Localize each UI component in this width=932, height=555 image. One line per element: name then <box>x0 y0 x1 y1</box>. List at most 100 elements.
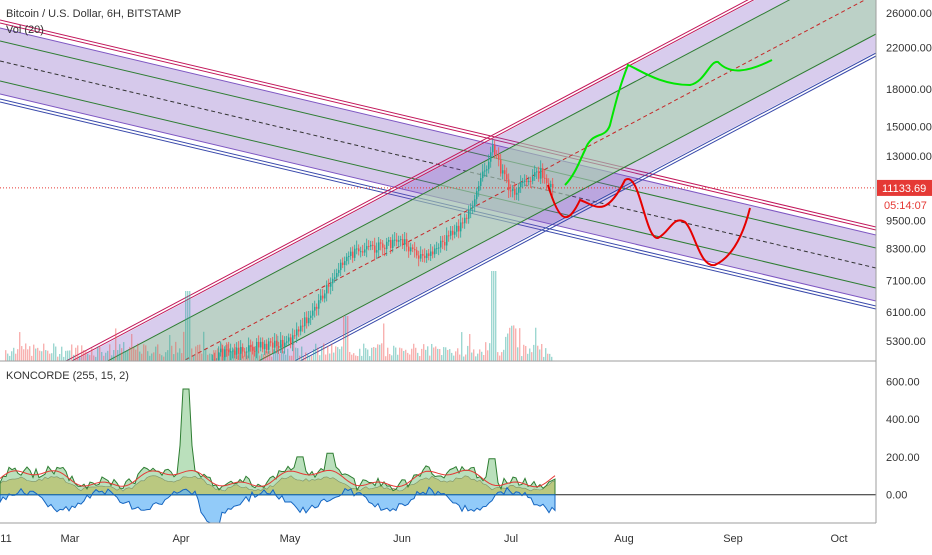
volume-bar <box>531 352 533 361</box>
price-candle <box>202 381 204 384</box>
volume-bar <box>447 349 449 361</box>
volume-bar <box>149 355 151 361</box>
price-candle <box>328 284 330 287</box>
volume-bar <box>309 355 311 361</box>
price-candle <box>366 245 368 250</box>
price-candle <box>390 240 392 248</box>
ascending-channel-edge <box>299 55 876 361</box>
volume-bar <box>371 347 373 361</box>
volume-bar <box>481 351 483 361</box>
volume-bar <box>541 344 543 361</box>
price-candle <box>284 342 286 347</box>
volume-bar <box>407 352 409 361</box>
chart-title[interactable]: Bitcoin / U.S. Dollar, 6H, BITSTAMP <box>6 8 182 20</box>
volume-bar <box>85 350 87 361</box>
volume-bar <box>107 350 109 361</box>
volume-bar <box>191 348 193 361</box>
descending-channel-edge <box>0 22 876 231</box>
volume-bar <box>519 328 521 361</box>
price-candle <box>446 235 448 246</box>
volume-bar <box>267 351 269 361</box>
volume-bar <box>205 349 207 361</box>
price-candle <box>452 230 454 235</box>
volume-bar <box>183 331 185 361</box>
volume-bar <box>265 350 267 361</box>
volume-bar <box>351 354 353 361</box>
volume-bar <box>181 353 183 361</box>
price-candle <box>278 346 280 348</box>
price-candle <box>290 337 292 345</box>
price-candle <box>226 349 228 351</box>
volume-bar <box>311 355 313 361</box>
ascending-channel-inner-bottom <box>257 33 876 361</box>
price-candle <box>492 145 494 153</box>
volume-bar <box>491 271 493 361</box>
price-candle <box>406 239 408 247</box>
price-candle <box>256 341 258 352</box>
price-candle <box>402 239 404 245</box>
volume-bar <box>527 353 529 361</box>
volume-bar <box>497 352 499 361</box>
volume-bar <box>161 355 163 361</box>
price-candle <box>450 230 452 236</box>
volume-bar <box>353 353 355 361</box>
volume-bar <box>197 344 199 361</box>
volume-bar <box>319 355 321 361</box>
price-candle <box>330 283 332 287</box>
price-candle <box>346 256 348 262</box>
volume-bar <box>411 348 413 361</box>
ascending-channel-midline <box>182 0 866 361</box>
volume-bar <box>479 349 481 361</box>
volume-bar <box>477 353 479 361</box>
price-axis-tick-label: 22000.00 <box>886 42 932 54</box>
indicator-plot-area[interactable] <box>0 388 876 527</box>
price-axis-tick-label: 13000.00 <box>886 151 932 163</box>
volume-bar <box>19 332 21 361</box>
volume-bar <box>5 350 7 361</box>
volume-bar <box>123 342 125 361</box>
volume-bar <box>249 345 251 361</box>
price-candle <box>240 346 242 354</box>
ascending-channel-edge <box>293 52 876 361</box>
price-candle <box>552 183 554 189</box>
volume-bar <box>421 348 423 361</box>
price-candle <box>404 239 406 245</box>
price-candle <box>308 317 310 324</box>
price-candle <box>234 350 236 355</box>
volume-bar <box>405 349 407 361</box>
price-candle <box>204 379 206 380</box>
price-candle <box>418 255 420 259</box>
current-price-tag <box>877 179 932 196</box>
koncorde-indicator-label[interactable]: KONCORDE (255, 15, 2) <box>6 370 129 382</box>
volume-bar <box>361 355 363 361</box>
price-candle <box>250 345 252 347</box>
volume-bar <box>485 342 487 361</box>
volume-bar <box>33 344 35 361</box>
time-axis-tick-label: Mar <box>61 533 80 545</box>
price-candle <box>540 168 542 179</box>
price-candle <box>306 317 308 324</box>
price-candle <box>258 341 260 348</box>
volume-bar <box>419 356 421 361</box>
price-candle <box>426 253 428 259</box>
volume-bar <box>305 352 307 361</box>
volume-bar <box>357 356 359 361</box>
price-candle <box>410 247 412 252</box>
volume-bar <box>333 352 335 361</box>
main-plot-area[interactable] <box>0 0 876 520</box>
koncorde-axis-tick-label: 200.00 <box>886 452 920 464</box>
price-candle <box>352 251 354 258</box>
price-candle <box>448 235 450 237</box>
volume-bar <box>509 327 511 361</box>
volume-bar <box>165 352 167 361</box>
price-candle <box>496 154 498 156</box>
volume-bar <box>57 356 59 361</box>
volume-bar <box>521 356 523 361</box>
volume-indicator-label[interactable]: Vol (20) <box>6 24 44 36</box>
price-candle <box>210 370 212 371</box>
price-candle <box>302 325 304 327</box>
price-candle <box>312 310 314 316</box>
price-candle <box>546 178 548 184</box>
